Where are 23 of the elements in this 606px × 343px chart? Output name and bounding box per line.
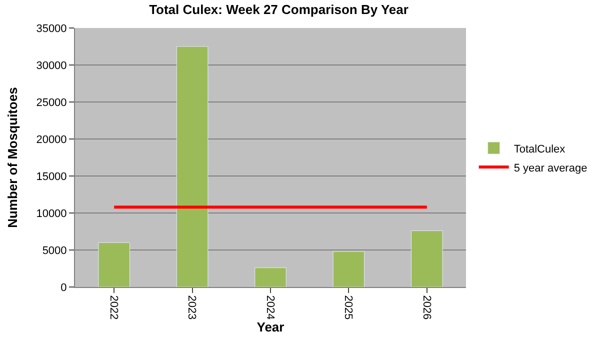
bar — [98, 242, 130, 287]
bar — [332, 251, 365, 287]
bar — [176, 46, 208, 287]
y-tick-label: 5000 — [42, 244, 67, 257]
y-tick-label: 10000 — [36, 208, 67, 220]
y-tick-label: 25000 — [36, 96, 67, 109]
x-tick-label: 2023 — [186, 295, 198, 320]
y-tick-label: 15000 — [36, 170, 67, 183]
x-tick-label: 2022 — [108, 295, 120, 320]
x-tick-label: 2025 — [342, 295, 354, 320]
x-tick-label: 2024 — [264, 295, 276, 320]
y-tick-label: 35000 — [36, 22, 67, 35]
y-tick-label: 0 — [60, 282, 67, 294]
y-tick-label: 20000 — [36, 134, 67, 146]
x-tick-label: 2026 — [420, 295, 432, 320]
x-axis-title: Year — [256, 320, 284, 335]
y-axis-title: Number of Mosquitoes — [5, 87, 20, 228]
legend-label: TotalCulex — [514, 143, 566, 156]
chart-title: Total Culex: Week 27 Comparison By Year — [149, 2, 408, 18]
y-tick-label: 30000 — [36, 60, 67, 72]
bar — [254, 268, 286, 287]
bar — [411, 230, 443, 287]
legend-label: 5 year average — [514, 162, 588, 174]
